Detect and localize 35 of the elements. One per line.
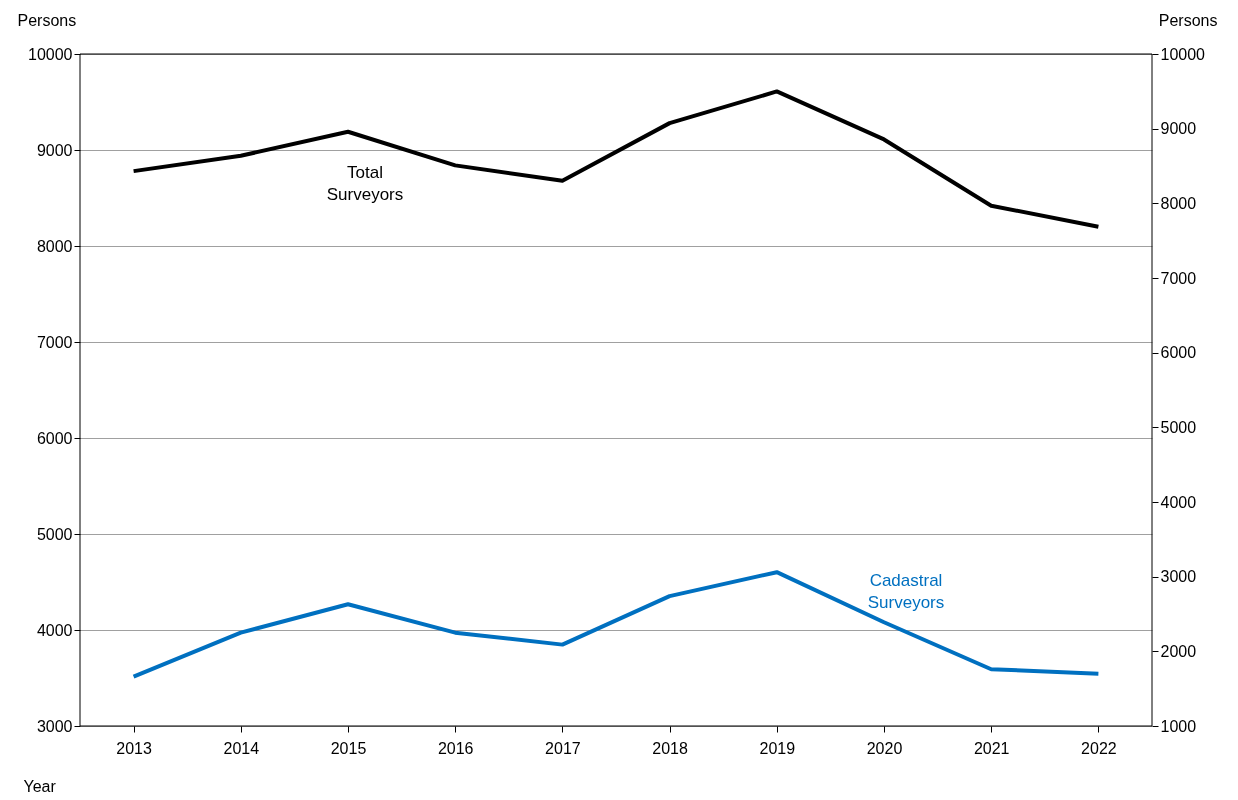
y2-tick-label: 8000 bbox=[1160, 194, 1197, 212]
y2-tick-label: 5000 bbox=[1160, 418, 1197, 436]
y-tick-label: 6000 bbox=[36, 429, 73, 447]
y-axis-title: Persons bbox=[17, 11, 77, 29]
y-tick-label: 9000 bbox=[36, 141, 73, 159]
y-tick-label: 10000 bbox=[28, 45, 73, 63]
y2-tick-label: 3000 bbox=[1160, 568, 1197, 586]
y2-tick-label: 6000 bbox=[1160, 344, 1197, 362]
y2-tick-label: 1000 bbox=[1160, 717, 1197, 735]
x-tick-label: 2022 bbox=[1081, 739, 1117, 757]
x-axis-title: Year bbox=[23, 777, 57, 795]
y2-tick-label: 10000 bbox=[1160, 45, 1206, 63]
y2-tick-label: 4000 bbox=[1160, 493, 1197, 511]
y-tick-label: 8000 bbox=[36, 237, 73, 255]
y-tick-label: 7000 bbox=[36, 333, 73, 351]
line-series bbox=[131, 89, 1101, 229]
x-tick-label: 2021 bbox=[973, 739, 1010, 757]
x-tick-label: 2014 bbox=[223, 739, 260, 757]
series-label: Cadastral Surveyors bbox=[867, 571, 945, 613]
y-tick-label: 4000 bbox=[36, 621, 73, 639]
x-tick-label: 2019 bbox=[759, 739, 796, 757]
x-tick-label: 2018 bbox=[652, 739, 688, 757]
y2-axis-title: Persons bbox=[1158, 11, 1218, 29]
line-series bbox=[131, 570, 1101, 679]
y2-tick-label: 7000 bbox=[1160, 269, 1197, 287]
x-tick-label: 2015 bbox=[330, 739, 367, 757]
x-tick-label: 2020 bbox=[866, 739, 903, 757]
x-tick-label: 2016 bbox=[437, 739, 474, 757]
series-label: Total Surveyors bbox=[326, 162, 404, 204]
x-tick-label: 2013 bbox=[116, 739, 152, 757]
y2-tick-label: 9000 bbox=[1160, 120, 1197, 138]
x-tick-label: 2017 bbox=[545, 739, 581, 757]
y2-tick-label: 2000 bbox=[1160, 642, 1197, 660]
y-tick-label: 5000 bbox=[36, 525, 73, 543]
y-tick-label: 3000 bbox=[36, 717, 73, 735]
